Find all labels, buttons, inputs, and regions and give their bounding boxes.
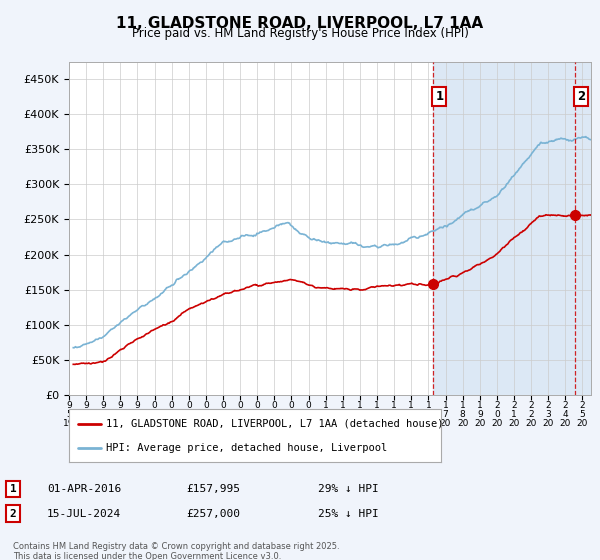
Bar (433, 62, 599, 395)
Text: HPI: Average price, detached house, Liverpool: HPI: Average price, detached house, Live… (106, 442, 388, 452)
Text: Price paid vs. HM Land Registry's House Price Index (HPI): Price paid vs. HM Land Registry's House … (131, 27, 469, 40)
Text: 01-APR-2016: 01-APR-2016 (47, 484, 121, 494)
Text: 2: 2 (10, 508, 17, 519)
Text: 2: 2 (577, 90, 585, 103)
Text: Contains HM Land Registry data © Crown copyright and database right 2025.
This d: Contains HM Land Registry data © Crown c… (13, 542, 340, 560)
Text: £157,995: £157,995 (186, 484, 240, 494)
Text: 11, GLADSTONE ROAD, LIVERPOOL, L7 1AA (detached house): 11, GLADSTONE ROAD, LIVERPOOL, L7 1AA (d… (106, 419, 444, 429)
Text: £257,000: £257,000 (186, 508, 240, 519)
Text: 1: 1 (435, 90, 443, 103)
Text: 11, GLADSTONE ROAD, LIVERPOOL, L7 1AA: 11, GLADSTONE ROAD, LIVERPOOL, L7 1AA (116, 16, 484, 31)
Text: 1: 1 (10, 484, 17, 494)
Text: 25% ↓ HPI: 25% ↓ HPI (318, 508, 379, 519)
Text: 15-JUL-2024: 15-JUL-2024 (47, 508, 121, 519)
Text: 29% ↓ HPI: 29% ↓ HPI (318, 484, 379, 494)
